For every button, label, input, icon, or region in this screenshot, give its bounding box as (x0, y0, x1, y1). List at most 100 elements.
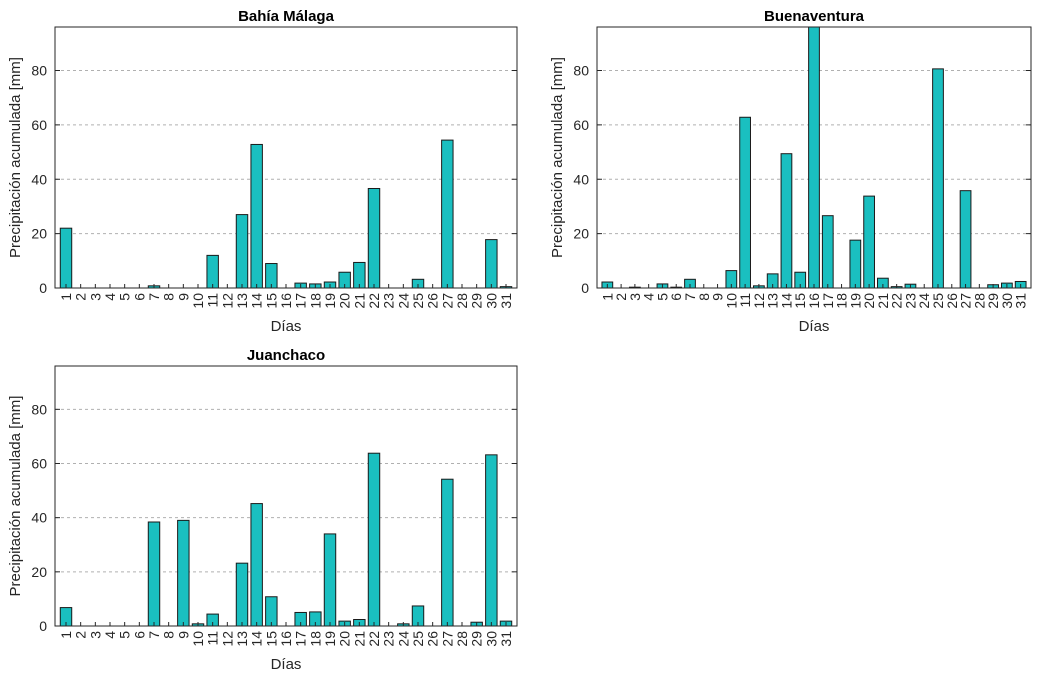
x-tick-label: 8 (696, 293, 712, 301)
y-tick-label: 80 (31, 401, 47, 417)
x-tick-label: 24 (916, 293, 932, 309)
bar-day-14 (250, 503, 263, 627)
bar-day-7 (147, 521, 161, 627)
x-tick-label: 6 (668, 293, 684, 301)
y-axis-label: Precipitación acumulada [mm] (7, 57, 24, 258)
x-tick-label: 2 (73, 631, 89, 639)
bar-day-25 (932, 68, 944, 289)
bar-day-27 (959, 190, 972, 289)
x-tick-label: 21 (875, 293, 891, 309)
x-tick-label: 27 (439, 631, 455, 647)
y-tick-label: 60 (31, 117, 47, 133)
bar-day-27 (441, 139, 454, 289)
y-tick-label: 60 (573, 117, 589, 133)
x-axis-label: Días (271, 318, 302, 335)
x-tick-label: 19 (847, 293, 863, 309)
x-tick-label: 4 (102, 293, 118, 301)
x-tick-label: 9 (710, 293, 726, 301)
x-tick-label: 16 (278, 631, 294, 647)
chart-title: Juanchaco (247, 347, 325, 364)
x-tick-label: 11 (737, 293, 753, 308)
x-tick-label: 4 (641, 293, 657, 301)
bar-day-22 (367, 187, 381, 289)
bar-day-9 (177, 519, 190, 627)
x-tick-label: 8 (161, 631, 177, 639)
x-tick-label: 25 (410, 631, 426, 647)
x-tick-label: 23 (381, 293, 397, 309)
x-tick-label: 17 (820, 293, 836, 309)
x-tick-label: 14 (249, 293, 265, 309)
x-tick-label: 15 (263, 631, 279, 647)
x-tick-label: 24 (395, 631, 411, 647)
y-tick-label: 40 (31, 510, 47, 526)
bar-day-30 (485, 454, 498, 627)
x-tick-label: 27 (958, 293, 974, 309)
x-tick-label: 26 (944, 293, 960, 309)
x-tick-label: 25 (410, 293, 426, 309)
x-tick-label: 2 (73, 293, 89, 301)
x-tick-label: 9 (175, 631, 191, 639)
x-tick-label: 5 (117, 631, 133, 639)
x-tick-label: 11 (205, 631, 221, 646)
x-tick-label: 29 (985, 293, 1001, 309)
x-tick-label: 16 (278, 293, 294, 309)
x-tick-label: 27 (439, 293, 455, 309)
x-tick-label: 1 (599, 293, 615, 301)
chart-title: Buenaventura (764, 8, 865, 25)
x-tick-label: 10 (723, 293, 739, 309)
bar-day-19 (323, 533, 337, 627)
x-tick-label: 8 (161, 293, 177, 301)
x-tick-label: 23 (381, 631, 397, 647)
chart-panel: 0204060801234567891011121314151617181920… (549, 8, 1032, 335)
x-tick-label: 22 (366, 293, 382, 309)
x-tick-label: 30 (483, 293, 499, 309)
y-tick-label: 40 (573, 171, 589, 187)
x-tick-label: 22 (366, 631, 382, 647)
x-tick-label: 12 (751, 293, 767, 309)
chart-panel: 0204060801234567891011121314151617181920… (7, 347, 518, 673)
bar-day-20 (863, 195, 875, 289)
y-axis-label: Precipitación acumulada [mm] (549, 57, 566, 258)
x-tick-label: 21 (351, 631, 367, 647)
x-tick-label: 12 (219, 293, 235, 309)
x-tick-label: 17 (293, 293, 309, 309)
x-tick-label: 14 (249, 631, 265, 647)
x-tick-label: 17 (293, 631, 309, 647)
x-tick-label: 6 (131, 293, 147, 301)
x-tick-label: 18 (834, 293, 850, 309)
bar-day-13 (235, 214, 249, 289)
x-tick-label: 31 (498, 293, 514, 309)
x-tick-label: 3 (87, 293, 103, 301)
bar-day-16 (808, 26, 820, 289)
x-tick-label: 7 (682, 293, 698, 301)
x-tick-label: 9 (175, 293, 191, 301)
bar-day-19 (849, 239, 862, 289)
x-tick-label: 2 (613, 293, 629, 301)
x-tick-label: 3 (87, 631, 103, 639)
bar-day-11 (206, 254, 219, 289)
x-tick-label: 13 (234, 631, 250, 647)
bar-day-13 (235, 562, 249, 627)
x-tick-label: 1 (58, 293, 74, 301)
bar-day-30 (485, 239, 498, 289)
x-tick-label: 29 (469, 293, 485, 309)
y-tick-label: 0 (581, 280, 589, 296)
bar-day-1 (59, 227, 73, 289)
x-axis-label: Días (271, 656, 302, 673)
x-tick-label: 13 (234, 293, 250, 309)
y-tick-label: 0 (39, 280, 47, 296)
bar-day-27 (441, 478, 454, 627)
x-tick-label: 3 (627, 293, 643, 301)
y-tick-label: 20 (573, 226, 589, 242)
x-tick-label: 30 (483, 631, 499, 647)
x-tick-label: 28 (971, 293, 987, 309)
y-tick-label: 20 (31, 564, 47, 580)
y-tick-label: 60 (31, 456, 47, 472)
x-tick-label: 31 (1013, 293, 1029, 309)
x-tick-label: 24 (395, 293, 411, 309)
x-axis-label: Días (799, 318, 830, 335)
y-tick-label: 40 (31, 171, 47, 187)
x-tick-label: 21 (351, 293, 367, 309)
x-tick-label: 13 (765, 293, 781, 309)
